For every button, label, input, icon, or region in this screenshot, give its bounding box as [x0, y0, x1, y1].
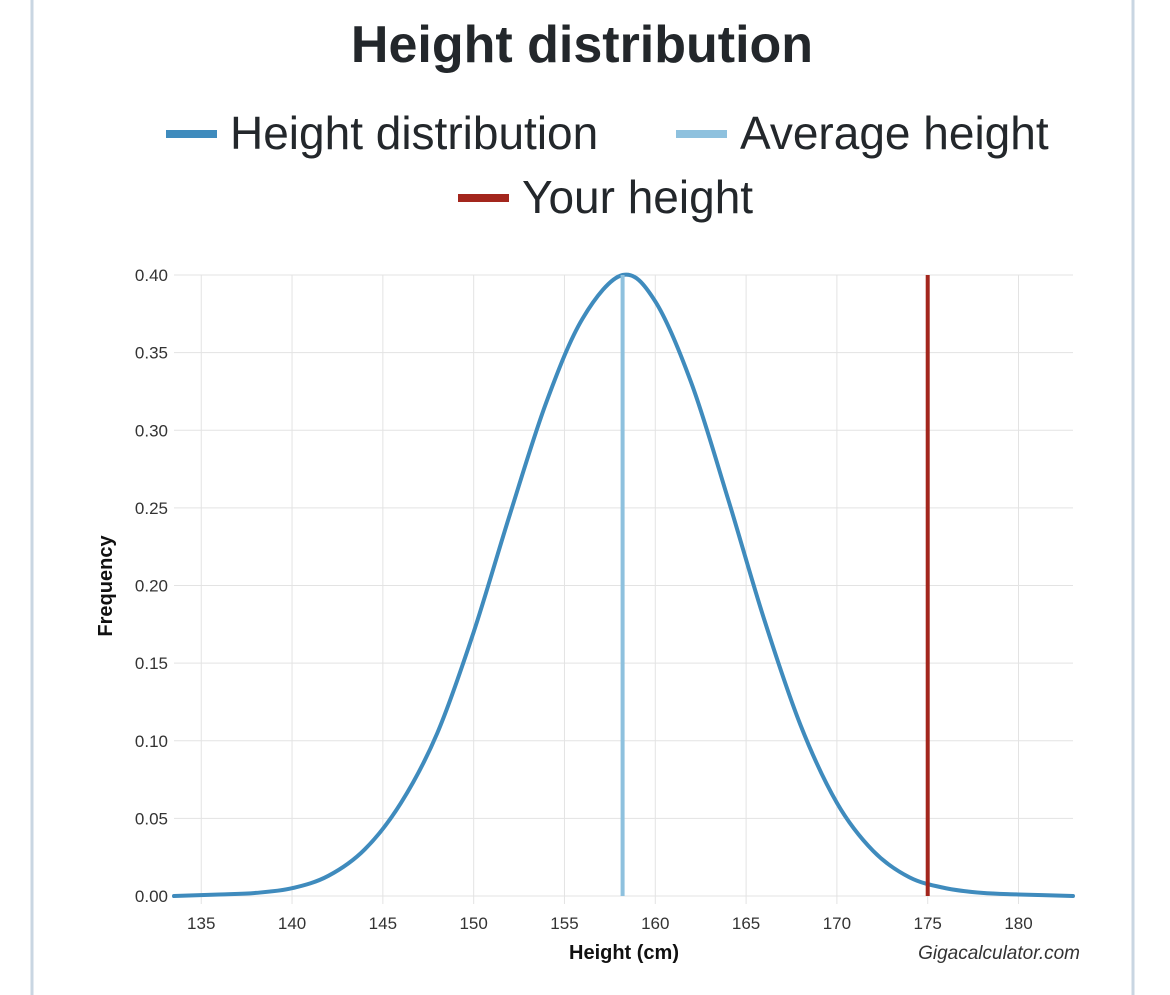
y-tick-label: 0.20 — [135, 577, 168, 596]
legend-label: Average height — [740, 107, 1049, 159]
y-axis-ticks: 0.00 0.05 0.10 0.15 0.20 0.25 0.30 0.35 0.40 — [135, 266, 168, 906]
x-tick-label: 155 — [550, 914, 578, 933]
y-axis-title: Frequency — [95, 535, 117, 637]
x-axis-ticks: 135 140 145 150 155 160 165 170 175 180 — [187, 914, 1033, 933]
legend-swatch — [676, 130, 727, 138]
legend: Height distribution Average height Your he… — [166, 107, 1049, 223]
x-tick-label: 175 — [914, 914, 942, 933]
height-distribution-curve — [172, 272, 1075, 898]
legend-swatch — [166, 130, 217, 138]
x-tick-label: 145 — [369, 914, 397, 933]
legend-item-your-height[interactable]: Your height — [458, 171, 753, 223]
x-tick-label: 180 — [1004, 914, 1032, 933]
legend-label: Your height — [522, 171, 753, 223]
y-tick-label: 0.00 — [135, 887, 168, 906]
y-tick-label: 0.10 — [135, 732, 168, 751]
legend-swatch — [458, 194, 509, 202]
legend-label: Height distribution — [230, 107, 598, 159]
y-tick-label: 0.35 — [135, 344, 168, 363]
y-tick-label: 0.15 — [135, 654, 168, 673]
x-tick-label: 140 — [278, 914, 306, 933]
x-tick-label: 150 — [459, 914, 487, 933]
y-tick-label: 0.05 — [135, 809, 168, 828]
x-tick-label: 170 — [823, 914, 851, 933]
series-layer — [172, 272, 1075, 898]
x-tick-label: 135 — [187, 914, 215, 933]
x-tick-label: 165 — [732, 914, 760, 933]
legend-item-average-height[interactable]: Average height — [676, 107, 1049, 159]
y-tick-label: 0.40 — [135, 266, 168, 285]
chart-title: Height distribution — [351, 16, 813, 74]
y-tick-label: 0.30 — [135, 421, 168, 440]
y-tick-label: 0.25 — [135, 499, 168, 518]
x-axis-title: Height (cm) — [569, 942, 679, 964]
legend-item-height-distribution[interactable]: Height distribution — [166, 107, 598, 159]
credit-label: Gigacalculator.com — [918, 943, 1080, 964]
x-tick-label: 160 — [641, 914, 669, 933]
